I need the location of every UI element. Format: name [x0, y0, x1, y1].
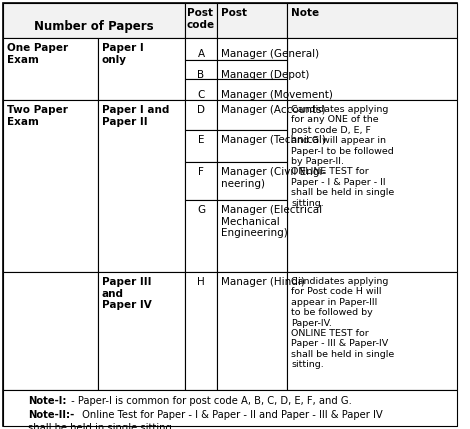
Bar [287, 38, 457, 100]
Text: Manager (Accounts): Manager (Accounts) [221, 105, 326, 115]
Bar [3, 38, 98, 100]
Text: D: D [197, 105, 205, 115]
Bar [3, 272, 98, 390]
Bar [185, 38, 217, 60]
Text: Manager (Technical): Manager (Technical) [221, 135, 326, 145]
Text: E: E [198, 135, 204, 145]
Text: B: B [197, 69, 204, 79]
Bar [98, 100, 185, 272]
Bar [185, 130, 217, 162]
Bar [217, 3, 287, 38]
Bar [98, 38, 185, 100]
Bar [3, 390, 457, 426]
Text: Note-II:-: Note-II:- [28, 410, 74, 420]
Bar [185, 100, 217, 130]
Bar [185, 162, 217, 200]
Text: Paper I and
Paper II: Paper I and Paper II [102, 105, 169, 127]
Text: H: H [197, 277, 205, 287]
Bar [217, 272, 287, 390]
Bar [3, 100, 98, 272]
Text: F: F [198, 167, 204, 177]
Text: C: C [197, 90, 205, 100]
Text: G: G [197, 205, 205, 215]
Bar [185, 3, 217, 38]
Bar [217, 200, 287, 272]
Bar [185, 272, 217, 390]
Text: Manager (Hindi): Manager (Hindi) [221, 277, 305, 287]
Text: Note: Note [291, 8, 319, 18]
Bar [287, 3, 457, 38]
Bar [287, 272, 457, 390]
Bar [287, 100, 457, 272]
Bar [3, 3, 185, 38]
Text: Two Paper
Exam: Two Paper Exam [7, 105, 68, 127]
Text: Paper I
only: Paper I only [102, 43, 144, 65]
Bar [217, 162, 287, 200]
Text: Manager (Depot): Manager (Depot) [221, 69, 309, 79]
Text: Paper III
and
Paper IV: Paper III and Paper IV [102, 277, 152, 310]
Text: Candidates applying
for Post code H will
appear in Paper-III
to be followed by
P: Candidates applying for Post code H will… [291, 277, 394, 369]
Text: Note-I:: Note-I: [28, 396, 66, 406]
Bar [217, 38, 287, 60]
Bar [217, 130, 287, 162]
Text: shall be held in single sitting.: shall be held in single sitting. [28, 423, 175, 429]
Text: Post: Post [221, 8, 247, 18]
Bar [217, 79, 287, 100]
Text: Online Test for Paper - I & Paper - II and Paper - III & Paper IV: Online Test for Paper - I & Paper - II a… [79, 410, 383, 420]
Text: A: A [197, 49, 204, 59]
Bar [185, 200, 217, 272]
Bar [185, 79, 217, 100]
Text: Post
code: Post code [187, 8, 215, 30]
Text: Manager (Electrical
Mechanical
Engineering): Manager (Electrical Mechanical Engineeri… [221, 205, 322, 238]
Text: Manager (General): Manager (General) [221, 49, 319, 59]
Text: - Paper-I is common for post code A, B, C, D, E, F, and G.: - Paper-I is common for post code A, B, … [68, 396, 352, 406]
Text: Manager (Civil Engi-
neering): Manager (Civil Engi- neering) [221, 167, 326, 189]
Bar [185, 60, 217, 79]
Bar [217, 60, 287, 79]
Text: One Paper
Exam: One Paper Exam [7, 43, 68, 65]
Bar [217, 100, 287, 130]
Text: Manager (Movement): Manager (Movement) [221, 90, 333, 100]
Bar [98, 272, 185, 390]
Text: Candidates applying
for any ONE of the
post code D, E, F
and G will appear in
Pa: Candidates applying for any ONE of the p… [291, 105, 394, 208]
Text: Number of Papers: Number of Papers [34, 20, 154, 33]
